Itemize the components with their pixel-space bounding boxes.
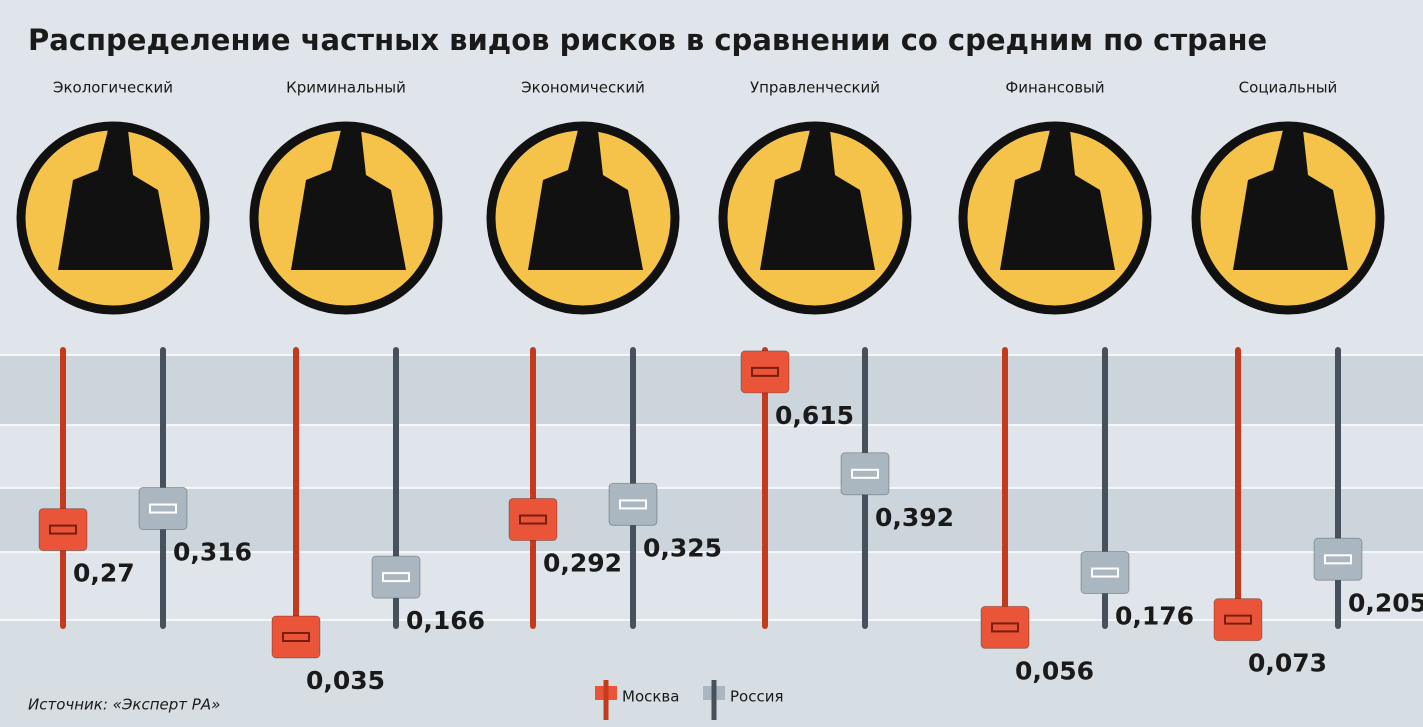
value-label: 0,392 — [875, 503, 954, 532]
value-label: 0,292 — [543, 549, 622, 578]
knob-slot — [619, 499, 647, 510]
value-label: 0,035 — [306, 666, 385, 695]
category-label: Экономический — [521, 79, 645, 97]
slider-knob — [138, 487, 188, 531]
slider-knob — [608, 482, 658, 526]
knob-slot — [282, 632, 310, 642]
knob-slot — [851, 468, 879, 479]
source: Источник: «Эксперт РА» — [28, 696, 220, 714]
value-label: 0,166 — [406, 606, 485, 635]
knob-slot — [149, 503, 177, 514]
value-label: 0,615 — [775, 401, 854, 430]
knob-slot — [382, 572, 410, 583]
category-label: Управленческий — [750, 79, 880, 97]
slider-knob — [740, 350, 790, 394]
slider-knob — [38, 508, 88, 552]
slider-knob — [371, 555, 421, 599]
category-label: Социальный — [1239, 79, 1338, 97]
slider-knob — [1213, 598, 1263, 642]
knob-slot — [49, 524, 77, 535]
icon-silhouette — [760, 130, 875, 270]
slider-knob — [508, 498, 558, 542]
value-label: 0,316 — [173, 538, 252, 567]
slider-knob — [1313, 537, 1363, 581]
legend-label: Россия — [730, 688, 784, 706]
slider-knob — [271, 615, 321, 659]
value-label: 0,205 — [1348, 588, 1423, 617]
knob-slot — [519, 514, 547, 525]
value-label: 0,176 — [1115, 602, 1194, 631]
chart-title: Распределение частных видов рисков в сра… — [28, 23, 1267, 57]
value-label: 0,073 — [1248, 649, 1327, 678]
category-label: Криминальный — [286, 79, 406, 97]
slider-knob — [1080, 551, 1130, 595]
knob-slot — [991, 622, 1019, 633]
band — [0, 355, 1423, 425]
icon-silhouette — [1000, 130, 1115, 270]
value-label: 0,056 — [1015, 656, 1094, 685]
icon-silhouette — [58, 130, 173, 270]
category-label: Финансовый — [1005, 79, 1104, 97]
icon-silhouette — [528, 130, 643, 270]
knob-slot — [1091, 567, 1119, 578]
knob-slot — [751, 366, 779, 377]
icon-silhouette — [291, 130, 406, 270]
stripes — [0, 354, 1423, 621]
knob-slot — [1324, 554, 1352, 565]
value-label: 0,27 — [73, 559, 135, 588]
knob-slot — [1224, 614, 1252, 625]
band — [0, 488, 1423, 552]
legend-label: Москва — [622, 688, 679, 706]
slider-knob — [840, 452, 890, 496]
slider-knob — [980, 605, 1030, 649]
icon-silhouette — [1233, 130, 1348, 270]
category-label: Экологический — [53, 79, 173, 97]
value-label: 0,325 — [643, 533, 722, 562]
